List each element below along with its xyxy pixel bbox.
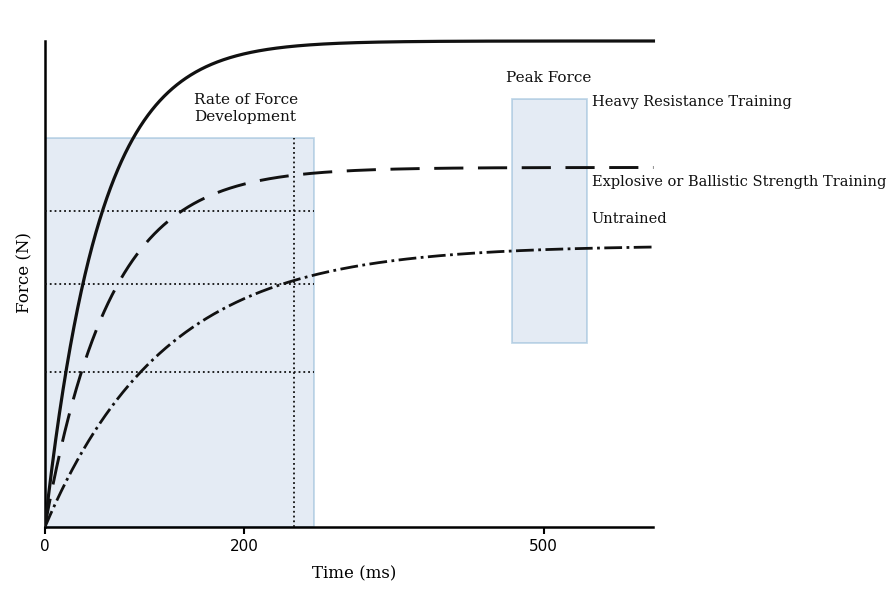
Text: Rate of Force
Development: Rate of Force Development xyxy=(195,93,299,123)
Text: Untrained: Untrained xyxy=(592,211,667,226)
Text: Explosive or Ballistic Strength Training: Explosive or Ballistic Strength Training xyxy=(592,175,886,189)
Bar xyxy=(45,138,314,527)
X-axis label: Time (ms): Time (ms) xyxy=(312,565,396,582)
Y-axis label: Force (N): Force (N) xyxy=(17,232,34,313)
Text: Heavy Resistance Training: Heavy Resistance Training xyxy=(592,95,791,109)
Bar xyxy=(511,99,586,343)
Text: Peak Force: Peak Force xyxy=(506,71,591,85)
